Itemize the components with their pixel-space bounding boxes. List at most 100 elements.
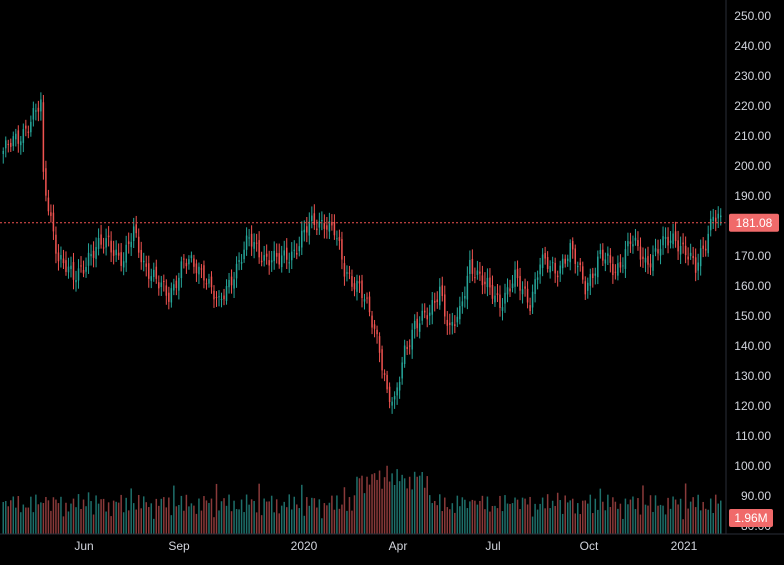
candle-body bbox=[160, 282, 163, 287]
candle-body bbox=[112, 250, 115, 256]
volume-bar bbox=[489, 511, 491, 534]
candle-body bbox=[614, 271, 617, 273]
time-axis[interactable]: Jun Sep 2020 Apr Jul Oct 2021 bbox=[74, 539, 697, 553]
candle-body bbox=[674, 231, 677, 242]
volume-bar bbox=[441, 511, 444, 534]
candle-body bbox=[82, 269, 85, 274]
volume-bar bbox=[614, 501, 617, 534]
candle-body bbox=[624, 249, 627, 269]
candle-body bbox=[418, 323, 421, 332]
candle-body bbox=[183, 258, 185, 260]
volume-bar bbox=[371, 474, 373, 534]
volume-bar bbox=[351, 510, 353, 534]
price-tick-label: 240.00 bbox=[734, 39, 771, 53]
volume-bar bbox=[629, 499, 632, 534]
volume-bar bbox=[17, 496, 20, 534]
candle-body bbox=[52, 212, 55, 232]
price-tick-label: 200.00 bbox=[734, 159, 771, 173]
candle-body bbox=[707, 233, 709, 254]
candle-body bbox=[12, 136, 15, 147]
volume-bar bbox=[582, 500, 584, 534]
candle-body bbox=[265, 253, 268, 257]
volume-bar bbox=[278, 513, 280, 534]
candle-body bbox=[566, 258, 569, 261]
candle-body bbox=[208, 279, 210, 284]
candle-body bbox=[423, 310, 426, 313]
candle-body bbox=[358, 281, 361, 284]
candle-body bbox=[471, 258, 474, 274]
volume-bar bbox=[296, 504, 298, 534]
candle-body bbox=[383, 373, 386, 376]
candle-body bbox=[142, 260, 145, 263]
volume-bar bbox=[687, 508, 689, 534]
candle-body bbox=[719, 215, 722, 218]
candle-body bbox=[709, 218, 712, 231]
volume-bar bbox=[135, 509, 137, 534]
candle-body bbox=[612, 263, 614, 276]
price-tick-label: 220.00 bbox=[734, 99, 771, 113]
volume-bar bbox=[561, 513, 564, 534]
volume-bar bbox=[679, 498, 682, 534]
candle-body bbox=[233, 279, 235, 289]
volume-bar bbox=[343, 487, 346, 534]
candle-body bbox=[451, 322, 454, 326]
candle-body bbox=[137, 236, 140, 253]
volume-bar bbox=[381, 488, 383, 534]
volume-bar bbox=[576, 503, 579, 534]
volume-bar bbox=[501, 511, 504, 534]
candle-body bbox=[348, 272, 351, 274]
candle-body bbox=[634, 237, 637, 241]
candle-body bbox=[185, 262, 188, 267]
candle-body bbox=[654, 248, 657, 252]
volume-bar bbox=[112, 500, 115, 534]
candle-body bbox=[40, 99, 42, 112]
volume-bar bbox=[318, 499, 321, 534]
candle-body bbox=[72, 262, 75, 280]
candle-body bbox=[529, 305, 531, 312]
candle-body bbox=[338, 237, 341, 241]
volume-bar bbox=[142, 496, 145, 534]
volume-bar bbox=[368, 484, 371, 534]
volume-bar bbox=[150, 503, 153, 534]
volume-bar bbox=[644, 504, 647, 534]
volume-bar bbox=[85, 506, 87, 534]
candle-body bbox=[25, 125, 27, 129]
candle-body bbox=[135, 224, 137, 234]
volume-bar bbox=[702, 501, 704, 534]
candle-body bbox=[55, 234, 57, 254]
price-tick-label: 190.00 bbox=[734, 189, 771, 203]
volume-bar bbox=[30, 496, 32, 534]
candle-body bbox=[702, 245, 704, 249]
candle-body bbox=[298, 246, 301, 252]
volume-bar bbox=[178, 504, 180, 534]
price-tick-label: 130.00 bbox=[734, 369, 771, 383]
volume-bar bbox=[117, 502, 120, 534]
volume-bar bbox=[20, 512, 22, 534]
candle-body bbox=[484, 281, 486, 285]
candle-body bbox=[205, 283, 208, 285]
candle-body bbox=[50, 212, 52, 216]
volume-bars bbox=[2, 465, 722, 534]
volume-bar bbox=[378, 470, 381, 534]
volume-bar bbox=[245, 494, 248, 534]
volume-bar bbox=[153, 518, 155, 534]
volume-bar bbox=[516, 499, 519, 534]
candle-body bbox=[609, 255, 612, 263]
candle-body bbox=[165, 285, 168, 296]
candle-body bbox=[130, 241, 132, 248]
volume-bar bbox=[519, 509, 521, 534]
volume-bar bbox=[313, 498, 316, 534]
volume-bar bbox=[411, 489, 413, 534]
volume-bar bbox=[486, 496, 489, 534]
candle-body bbox=[102, 247, 105, 249]
volume-bar bbox=[509, 503, 511, 534]
volume-bar bbox=[12, 496, 15, 534]
volume-bar bbox=[175, 506, 178, 534]
candle-body bbox=[426, 315, 428, 320]
candle-body bbox=[155, 266, 158, 279]
volume-bar bbox=[263, 498, 265, 534]
volume-bar bbox=[40, 502, 42, 534]
volume-bar bbox=[90, 501, 92, 534]
